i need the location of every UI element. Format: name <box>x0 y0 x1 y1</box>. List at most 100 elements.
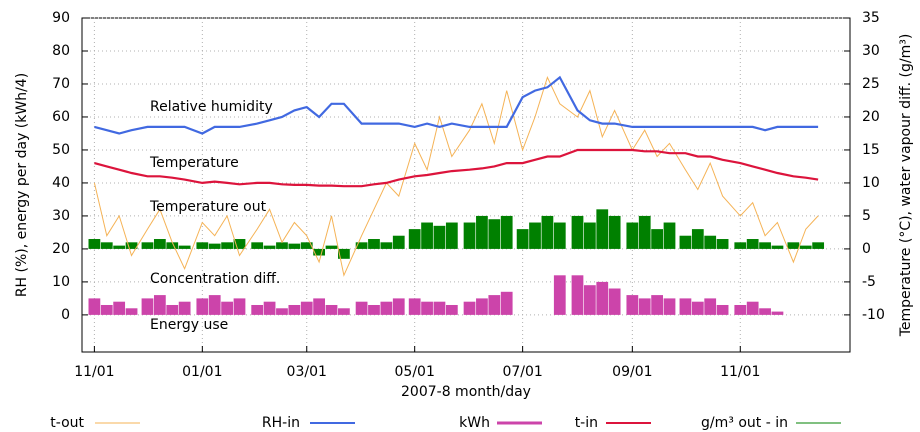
bar <box>541 215 554 249</box>
bar <box>746 239 759 249</box>
legend-label: kWh <box>459 415 490 431</box>
y2-tick-label: 20 <box>862 109 880 125</box>
bar <box>463 301 476 315</box>
bar <box>691 301 704 315</box>
x-tick-label: 09/01 <box>612 364 652 380</box>
bar <box>608 288 621 315</box>
bar <box>771 311 784 315</box>
bar <box>368 239 380 249</box>
bar <box>392 298 405 315</box>
bar <box>325 304 338 315</box>
annotation: Temperature <box>149 155 239 171</box>
bar <box>638 215 651 249</box>
bar <box>196 242 209 249</box>
bar <box>233 239 246 249</box>
bar <box>338 308 350 315</box>
bar <box>433 301 446 315</box>
series-line <box>93 76 819 277</box>
bar <box>408 229 421 249</box>
bar <box>663 298 676 315</box>
bar <box>325 245 338 249</box>
legend-label: t-out <box>50 415 84 431</box>
bar <box>583 285 596 315</box>
bar <box>812 242 825 249</box>
y2-tick-label: 25 <box>862 76 880 92</box>
bar <box>100 304 113 315</box>
bar <box>488 295 501 315</box>
bar <box>553 275 566 315</box>
bar <box>141 242 154 249</box>
bar <box>153 295 166 315</box>
bar <box>734 304 747 315</box>
bar <box>313 298 326 315</box>
y2-tick-label: 5 <box>862 208 871 224</box>
bar <box>476 298 488 315</box>
annotation: Relative humidity <box>150 99 273 115</box>
bar <box>166 304 179 315</box>
bar <box>553 222 566 249</box>
bar <box>571 215 584 249</box>
bar <box>716 239 729 249</box>
y2-tick-label: 15 <box>862 142 880 158</box>
bar <box>679 235 692 249</box>
bar <box>338 248 350 259</box>
y2-tick-label: 35 <box>862 10 880 26</box>
y-tick-label: 50 <box>52 142 70 158</box>
bar <box>759 242 771 249</box>
bar <box>445 222 458 249</box>
bar <box>355 301 368 315</box>
y2-tick-label: 10 <box>862 175 880 191</box>
bar <box>488 219 501 249</box>
bar <box>233 298 246 315</box>
bar <box>663 222 676 249</box>
bar <box>463 222 476 249</box>
bar <box>380 242 393 249</box>
bar <box>88 239 101 249</box>
x-tick-label: 07/01 <box>502 364 542 380</box>
bar <box>608 215 621 249</box>
bar <box>651 295 663 315</box>
bar <box>263 301 276 315</box>
bar <box>746 301 759 315</box>
bar <box>445 304 458 315</box>
y-axis-label: RH (%), energy per day (kWh/4) <box>14 73 30 297</box>
bar <box>799 245 812 249</box>
y-tick-label: 70 <box>52 76 70 92</box>
bar <box>196 298 209 315</box>
y-tick-label: 80 <box>52 43 70 59</box>
bar <box>626 222 639 249</box>
annotation: Concentration diff. <box>150 271 280 287</box>
bar <box>771 245 784 249</box>
bar <box>88 298 101 315</box>
y-tick-label: 60 <box>52 109 70 125</box>
legend-label: t-in <box>575 415 598 431</box>
bar <box>288 243 301 249</box>
y2-tick-label: 0 <box>862 241 871 257</box>
bar <box>263 245 276 249</box>
bar <box>276 308 288 315</box>
bar <box>221 242 233 249</box>
bar <box>221 301 233 315</box>
bar <box>626 295 639 315</box>
y2-tick-label: -5 <box>862 274 876 290</box>
bar <box>355 242 368 249</box>
bar <box>529 222 541 249</box>
bar <box>313 248 326 256</box>
bar <box>208 295 221 315</box>
bar <box>704 298 717 315</box>
bar <box>208 243 221 249</box>
bar <box>125 308 138 315</box>
bar <box>476 215 488 249</box>
bar <box>734 242 747 249</box>
y-tick-label: 40 <box>52 175 70 191</box>
bar <box>583 222 596 249</box>
x-tick-label: 11/01 <box>74 364 114 380</box>
y-tick-label: 30 <box>52 208 70 224</box>
legend-label: g/m³ out - in <box>701 415 788 431</box>
x-tick-label: 11/01 <box>720 364 760 380</box>
bar <box>596 209 609 249</box>
bar <box>100 242 113 249</box>
annotation: Energy use <box>150 317 228 333</box>
bar <box>787 242 800 249</box>
